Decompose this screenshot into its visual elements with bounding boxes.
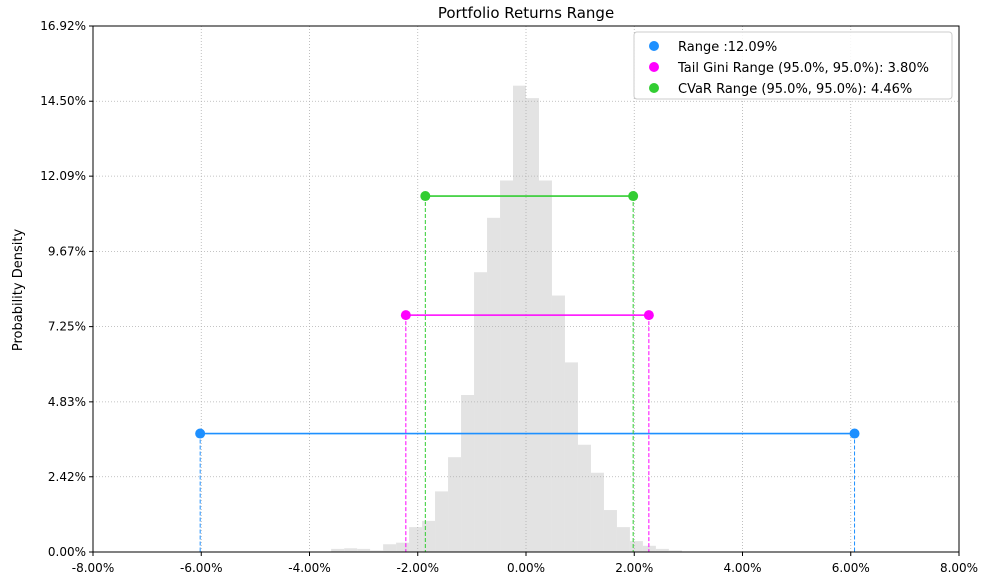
- y-tick-label: 4.83%: [48, 395, 86, 409]
- histogram-bar: [487, 217, 501, 552]
- histogram-bar: [500, 180, 514, 552]
- histogram-bar: [513, 85, 526, 553]
- histogram-bar: [370, 550, 384, 552]
- x-tick-label: 2.00%: [615, 561, 653, 575]
- histogram-bar: [331, 548, 345, 552]
- y-tick-label: 14.50%: [40, 94, 86, 108]
- legend-marker: [649, 83, 659, 93]
- histogram-bar: [551, 295, 565, 552]
- legend-box: [633, 31, 953, 100]
- legend-label: Tail Gini Range (95.0%, 95.0%): 3.80%: [677, 61, 929, 76]
- histogram-bar: [461, 395, 475, 552]
- range-series: [195, 191, 860, 552]
- x-tick-label: -4.00%: [288, 561, 330, 575]
- histogram-bar: [474, 272, 488, 552]
- y-tick-label: 12.09%: [40, 169, 86, 183]
- y-tick-label: 9.67%: [48, 244, 86, 258]
- histogram-bar: [642, 545, 656, 552]
- range-point-right: [643, 310, 654, 321]
- y-tick-label: 7.25%: [48, 320, 86, 334]
- histogram-bar: [526, 98, 539, 553]
- histogram-bar: [344, 548, 358, 552]
- y-axis-ticks: 0.00% 2.42% 4.83% 7.25% 9.67% 12.09% 14.50% 16.…: [40, 19, 93, 559]
- histogram-bar: [629, 541, 643, 552]
- x-tick-label: 6.00%: [832, 561, 870, 575]
- histogram-bar: [409, 527, 423, 552]
- histogram-bar: [383, 544, 397, 552]
- histogram-bar: [396, 542, 410, 552]
- histogram-bar: [357, 548, 371, 552]
- histogram-bar: [616, 527, 630, 552]
- x-tick-label: -6.00%: [180, 561, 222, 575]
- x-axis-ticks: -8.00% -6.00% -4.00% -2.00% 0.00% 2.00% 4.00% 6…: [72, 552, 978, 575]
- range-series-0: [195, 428, 860, 552]
- range-series-1: [400, 310, 654, 552]
- range-point-left: [195, 428, 206, 439]
- x-tick-label: -8.00%: [72, 561, 114, 575]
- histogram-bar: [448, 457, 462, 552]
- x-tick-label: 0.00%: [507, 561, 545, 575]
- histogram-bar: [590, 472, 604, 552]
- range-point-left: [400, 310, 411, 321]
- histogram-bar: [655, 548, 669, 552]
- y-tick-label: 0.00%: [48, 545, 86, 559]
- x-tick-label: -2.00%: [397, 561, 439, 575]
- legend-label: CVaR Range (95.0%, 95.0%): 4.46%: [678, 82, 912, 97]
- y-axis-label: Probability Density: [11, 229, 26, 352]
- range-series-2: [420, 191, 639, 552]
- histogram-bar: [538, 180, 552, 552]
- histogram-bar: [668, 550, 682, 552]
- range-point-right: [628, 191, 639, 202]
- legend-marker: [649, 41, 659, 51]
- range-point-left: [420, 191, 431, 202]
- histogram-bar: [577, 444, 591, 552]
- y-tick-label: 2.42%: [48, 470, 86, 484]
- histogram-bar: [422, 520, 436, 552]
- legend: Range :12.09% Tail Gini Range (95.0%, 95.…: [633, 31, 953, 100]
- y-tick-label: 16.92%: [40, 19, 86, 33]
- histogram-bar: [564, 362, 578, 552]
- range-point-right: [849, 428, 860, 439]
- legend-marker: [649, 62, 659, 72]
- legend-label: Range :12.09%: [678, 40, 777, 55]
- histogram-bar: [603, 510, 617, 552]
- x-tick-label: 4.00%: [723, 561, 761, 575]
- chart-title: Portfolio Returns Range: [438, 4, 614, 22]
- histogram-bar: [435, 491, 449, 552]
- x-tick-label: 8.00%: [940, 561, 978, 575]
